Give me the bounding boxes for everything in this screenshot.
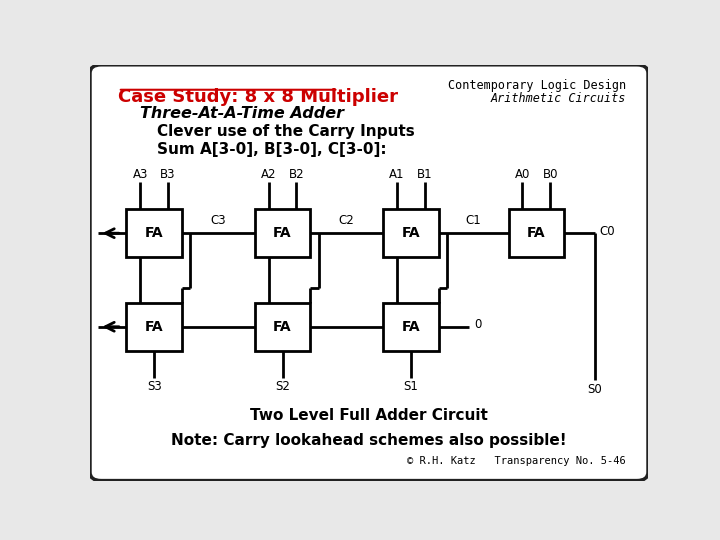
Text: A2: A2 [261,167,276,180]
Bar [508,210,564,257]
Text: C1: C1 [466,214,482,227]
Text: Case Study: 8 x 8 Multiplier: Case Study: 8 x 8 Multiplier [118,87,398,106]
Text: B1: B1 [417,167,433,180]
Bar [126,210,182,257]
Text: Two Level Full Adder Circuit: Two Level Full Adder Circuit [250,408,488,423]
Text: C2: C2 [339,214,354,227]
Text: Contemporary Logic Design: Contemporary Logic Design [448,79,626,92]
Text: FA: FA [145,320,163,334]
Text: FA: FA [273,320,292,334]
Text: B2: B2 [289,167,305,180]
Text: S1: S1 [403,380,418,393]
Text: 0: 0 [474,318,481,331]
Text: Arithmetic Circuits: Arithmetic Circuits [490,92,626,105]
Bar [255,210,310,257]
Bar [383,303,438,350]
Text: C3: C3 [210,214,226,227]
Text: A3: A3 [132,167,148,180]
Text: FA: FA [273,226,292,240]
Text: C0: C0 [600,225,615,238]
FancyBboxPatch shape [90,65,648,481]
Text: FA: FA [402,320,420,334]
Text: A0: A0 [515,167,530,180]
Text: B3: B3 [161,167,176,180]
Text: Note: Carry lookahead schemes also possible!: Note: Carry lookahead schemes also possi… [171,433,567,448]
Text: FA: FA [402,226,420,240]
Bar [126,303,182,350]
Text: Three-At-A-Time Adder: Three-At-A-Time Adder [140,106,344,122]
Text: S0: S0 [588,383,603,396]
Text: FA: FA [145,226,163,240]
Bar [255,303,310,350]
Text: © R.H. Katz   Transparency No. 5-46: © R.H. Katz Transparency No. 5-46 [407,456,626,466]
Text: B0: B0 [543,167,558,180]
Text: FA: FA [527,226,546,240]
Text: S2: S2 [275,380,290,393]
Text: Clever use of the Carry Inputs: Clever use of the Carry Inputs [157,124,415,139]
Text: S3: S3 [147,380,161,393]
Bar [383,210,438,257]
Text: Sum A[3-0], B[3-0], C[3-0]:: Sum A[3-0], B[3-0], C[3-0]: [157,141,387,157]
Text: A1: A1 [389,167,405,180]
